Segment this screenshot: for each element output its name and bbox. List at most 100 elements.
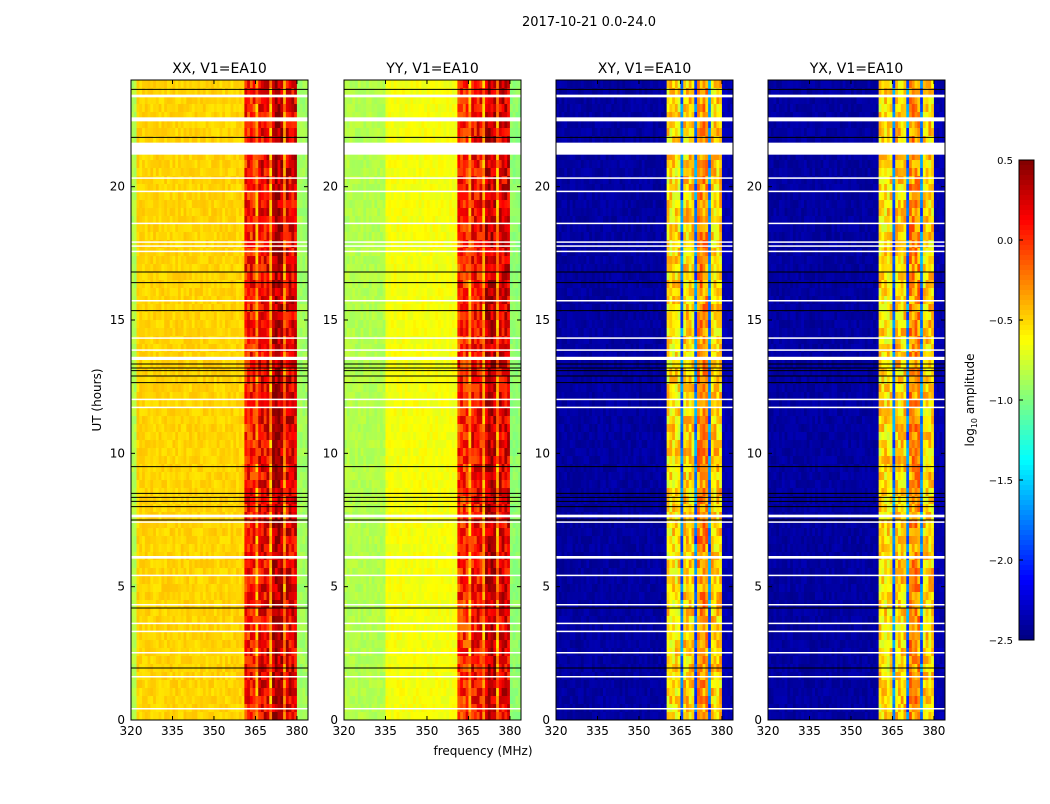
heatmap-cell bbox=[150, 208, 153, 216]
heatmap-cell bbox=[150, 344, 153, 352]
heatmap-cell bbox=[214, 200, 217, 208]
heatmap-cell bbox=[297, 440, 300, 448]
heatmap-cell bbox=[142, 312, 145, 320]
heatmap-cell bbox=[239, 424, 242, 432]
heatmap-cell bbox=[261, 224, 264, 232]
heatmap-cell bbox=[258, 576, 261, 584]
heatmap-cell bbox=[239, 472, 242, 480]
heatmap-cell bbox=[214, 248, 217, 256]
heatmap-cell bbox=[145, 168, 148, 176]
heatmap-cell bbox=[267, 272, 270, 280]
heatmap-cell bbox=[222, 424, 225, 432]
heatmap-cell bbox=[261, 712, 264, 720]
heatmap-cell bbox=[178, 688, 181, 696]
heatmap-cell bbox=[261, 592, 264, 600]
heatmap-cell bbox=[286, 232, 289, 240]
heatmap-cell bbox=[261, 656, 264, 664]
heatmap-cell bbox=[137, 408, 140, 416]
heatmap-cell bbox=[192, 488, 195, 496]
heatmap-cell bbox=[211, 416, 214, 424]
heatmap-cell bbox=[200, 312, 203, 320]
heatmap-cell bbox=[247, 688, 250, 696]
heatmap-cell bbox=[228, 248, 231, 256]
heatmap-cell bbox=[137, 320, 140, 328]
heatmap-cell bbox=[283, 592, 286, 600]
heatmap-cell bbox=[164, 208, 167, 216]
heatmap-cell bbox=[206, 712, 209, 720]
heatmap-cell bbox=[181, 608, 184, 616]
heatmap-cell bbox=[159, 384, 162, 392]
heatmap-cell bbox=[244, 632, 247, 640]
heatmap-cell bbox=[167, 288, 170, 296]
heatmap-cell bbox=[300, 224, 303, 232]
heatmap-cell bbox=[283, 344, 286, 352]
heatmap-cell bbox=[275, 464, 278, 472]
heatmap-cell bbox=[267, 432, 270, 440]
heatmap-cell bbox=[208, 608, 211, 616]
heatmap-cell bbox=[280, 560, 283, 568]
heatmap-cell bbox=[148, 448, 151, 456]
heatmap-cell bbox=[211, 320, 214, 328]
heatmap-cell bbox=[264, 536, 267, 544]
heatmap-cell bbox=[267, 416, 270, 424]
heatmap-cell bbox=[153, 440, 156, 448]
heatmap-cell bbox=[233, 520, 236, 528]
heatmap-cell bbox=[264, 104, 267, 112]
heatmap-cell bbox=[258, 448, 261, 456]
heatmap-cell bbox=[267, 696, 270, 704]
heatmap-cell bbox=[233, 696, 236, 704]
heatmap-cell bbox=[153, 272, 156, 280]
heatmap-cell bbox=[214, 328, 217, 336]
heatmap-cell bbox=[244, 272, 247, 280]
heatmap-cell bbox=[289, 472, 292, 480]
heatmap-cell bbox=[172, 576, 175, 584]
heatmap-cell bbox=[217, 440, 220, 448]
heatmap-cell bbox=[264, 544, 267, 552]
heatmap-cell bbox=[247, 416, 250, 424]
heatmap-cell bbox=[153, 248, 156, 256]
heatmap-cell bbox=[242, 576, 245, 584]
heatmap-cell bbox=[280, 448, 283, 456]
heatmap-cell bbox=[217, 640, 220, 648]
heatmap-cell bbox=[161, 384, 164, 392]
heatmap-cell bbox=[283, 632, 286, 640]
heatmap-cell bbox=[167, 160, 170, 168]
heatmap-cell bbox=[300, 576, 303, 584]
heatmap-cell bbox=[289, 424, 292, 432]
heatmap-cell bbox=[286, 208, 289, 216]
heatmap-cell bbox=[150, 472, 153, 480]
heatmap-cell bbox=[214, 464, 217, 472]
heatmap-cell bbox=[192, 344, 195, 352]
heatmap-cell bbox=[167, 280, 170, 288]
heatmap-cell bbox=[247, 288, 250, 296]
heatmap-cell bbox=[197, 232, 200, 240]
heatmap-cell bbox=[178, 248, 181, 256]
heatmap-cell bbox=[175, 488, 178, 496]
heatmap-cell bbox=[189, 424, 192, 432]
heatmap-cell bbox=[302, 336, 305, 344]
heatmap-cell bbox=[280, 328, 283, 336]
heatmap-cell bbox=[200, 440, 203, 448]
heatmap-cell bbox=[228, 608, 231, 616]
heatmap-cell bbox=[137, 528, 140, 536]
heatmap-cell bbox=[200, 104, 203, 112]
heatmap-cell bbox=[181, 584, 184, 592]
heatmap-cell bbox=[247, 592, 250, 600]
heatmap-cell bbox=[167, 328, 170, 336]
heatmap-cell bbox=[228, 80, 231, 88]
heatmap-cell bbox=[134, 344, 137, 352]
heatmap-cell bbox=[258, 176, 261, 184]
heatmap-cell bbox=[269, 232, 272, 240]
heatmap-cell bbox=[291, 80, 294, 88]
heatmap-cell bbox=[222, 280, 225, 288]
heatmap-cell bbox=[208, 528, 211, 536]
heatmap-cell bbox=[228, 272, 231, 280]
heatmap-cell bbox=[255, 608, 258, 616]
heatmap-cell bbox=[269, 656, 272, 664]
heatmap-cell bbox=[184, 408, 187, 416]
heatmap-cell bbox=[214, 312, 217, 320]
heatmap-cell bbox=[253, 488, 256, 496]
heatmap-cell bbox=[253, 520, 256, 528]
heatmap-cell bbox=[297, 200, 300, 208]
heatmap-cell bbox=[195, 696, 198, 704]
